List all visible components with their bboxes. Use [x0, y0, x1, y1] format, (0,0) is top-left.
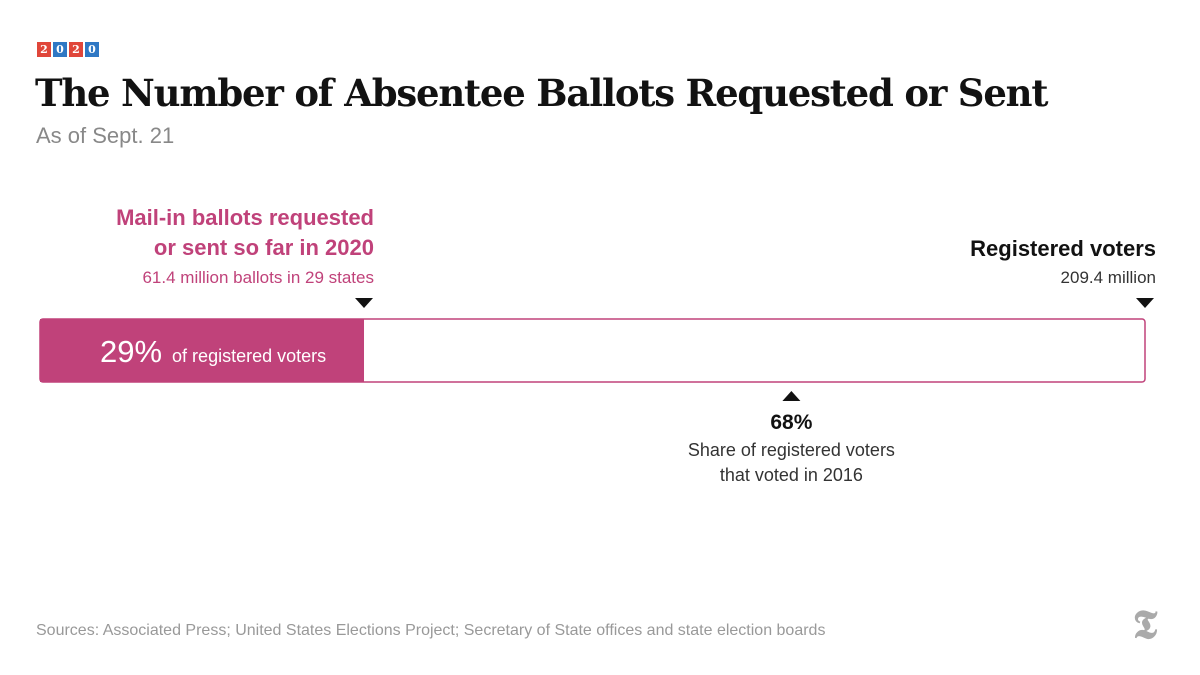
year-badge: 2 0 2 0 — [37, 42, 99, 57]
filled-bar — [40, 319, 365, 382]
registered-voters-label: Registered voters — [970, 236, 1156, 261]
source-note: Sources: Associated Press; United States… — [36, 622, 826, 639]
chart-title: The Number of Absentee Ballots Requested… — [35, 71, 1048, 115]
reference-marker-line: Share of registered voters — [687, 440, 895, 460]
mail-in-label-line: Mail-in ballots requested — [116, 205, 374, 230]
chart-subtitle: As of Sept. 21 — [36, 123, 175, 148]
registered-voters-value: 209.4 million — [1060, 268, 1156, 287]
total-end-triangle-icon — [1136, 298, 1154, 308]
bar-percent-value: 29% — [100, 334, 163, 369]
badge-digit: 2 — [69, 42, 83, 57]
bar-percent-label: 29% of registered voters — [100, 332, 326, 372]
filled-end-triangle-icon — [355, 298, 374, 308]
badge-digit: 2 — [37, 42, 51, 57]
badge-digit: 0 — [85, 42, 99, 57]
reference-marker-text: Share of registered voters that voted in… — [671, 438, 911, 488]
bar-percent-text: of registered voters — [172, 346, 327, 366]
reference-marker-value: 68% — [770, 411, 813, 434]
nyt-logo-icon: 𝕿 — [1132, 601, 1158, 648]
mail-in-label-line: or sent so far in 2020 — [153, 235, 374, 260]
badge-digit: 0 — [53, 42, 67, 57]
reference-marker-line: that voted in 2016 — [719, 465, 863, 485]
reference-marker: 68% Share of registered voters that vote… — [641, 408, 941, 488]
mail-in-detail: 61.4 million ballots in 29 states — [142, 268, 374, 287]
reference-marker-triangle-icon — [782, 391, 801, 401]
mail-in-label: Mail-in ballots requested or sent so far… — [14, 203, 374, 263]
